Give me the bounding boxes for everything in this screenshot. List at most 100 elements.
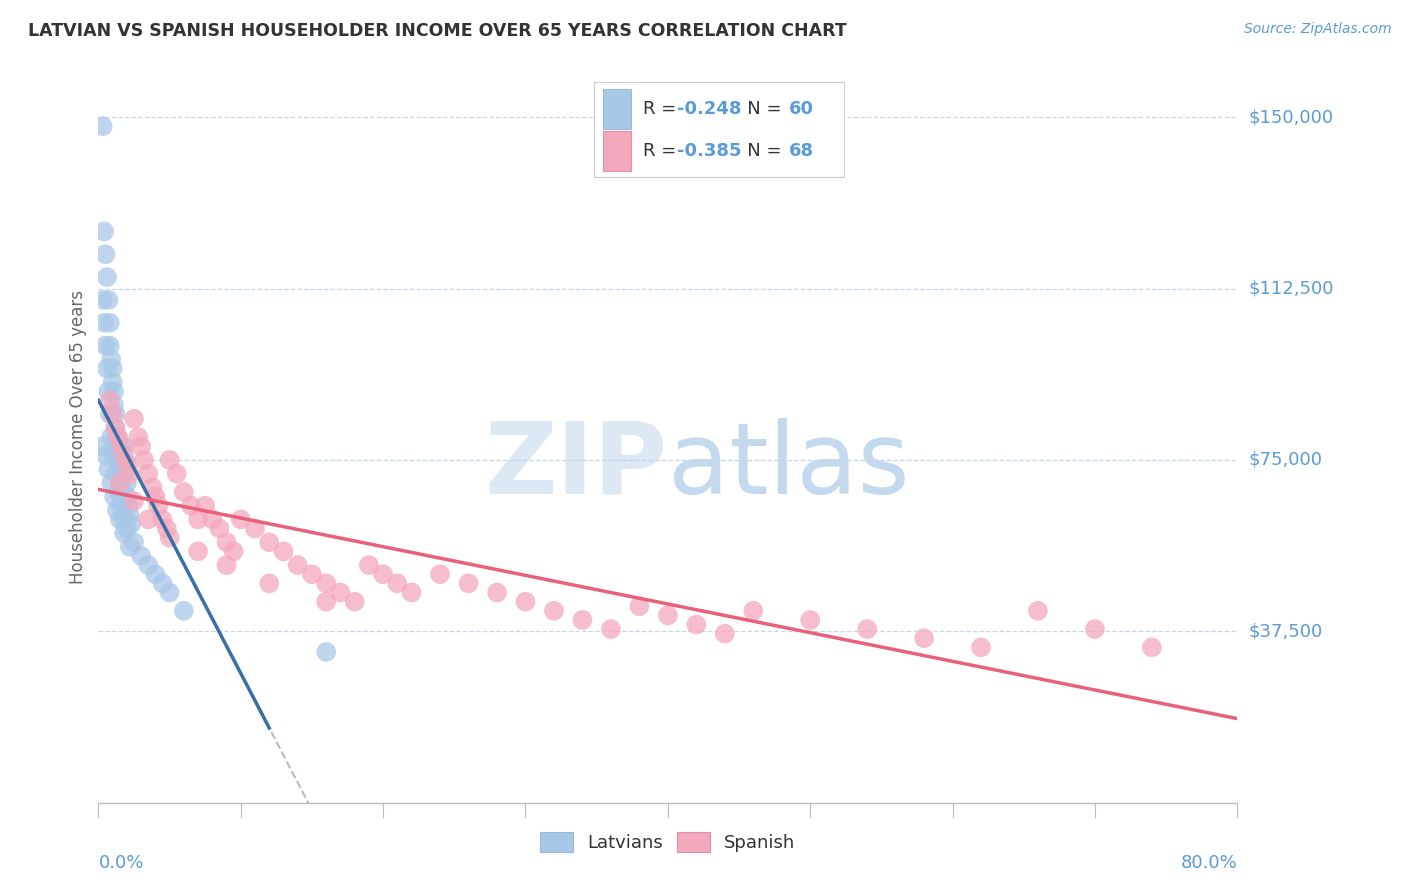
Point xyxy=(110,484,132,499)
Point xyxy=(159,531,181,545)
Point xyxy=(173,604,195,618)
Point xyxy=(110,499,132,513)
Point xyxy=(136,512,159,526)
Point xyxy=(657,608,679,623)
Text: R =: R = xyxy=(643,100,682,118)
Point xyxy=(97,462,120,476)
Point xyxy=(543,604,565,618)
Point xyxy=(112,448,135,462)
Point xyxy=(132,453,155,467)
Point xyxy=(1084,622,1107,636)
FancyBboxPatch shape xyxy=(593,82,845,178)
Point xyxy=(357,558,380,573)
Point xyxy=(105,430,128,444)
Point xyxy=(387,576,409,591)
Text: 0.0%: 0.0% xyxy=(98,854,143,872)
Text: LATVIAN VS SPANISH HOUSEHOLDER INCOME OVER 65 YEARS CORRELATION CHART: LATVIAN VS SPANISH HOUSEHOLDER INCOME OV… xyxy=(28,22,846,40)
Point xyxy=(91,439,114,453)
Point xyxy=(127,430,149,444)
Point xyxy=(115,490,138,504)
Point xyxy=(159,585,181,599)
Point xyxy=(104,421,127,435)
Point xyxy=(108,458,131,472)
Point xyxy=(101,361,124,376)
Point xyxy=(159,453,181,467)
Point xyxy=(118,467,141,481)
Point xyxy=(215,558,238,573)
Point xyxy=(122,411,145,425)
Point xyxy=(145,490,167,504)
Point xyxy=(259,535,281,549)
Point xyxy=(401,585,423,599)
Point xyxy=(301,567,323,582)
Point xyxy=(100,475,122,490)
Point xyxy=(122,535,145,549)
Text: 60: 60 xyxy=(789,100,814,118)
Point xyxy=(107,430,129,444)
Point xyxy=(194,499,217,513)
Point xyxy=(208,521,231,535)
Point xyxy=(97,293,120,307)
Text: -0.248: -0.248 xyxy=(676,100,741,118)
Point xyxy=(105,439,128,453)
Point xyxy=(112,439,135,453)
Text: $37,500: $37,500 xyxy=(1249,623,1323,640)
Y-axis label: Householder Income Over 65 years: Householder Income Over 65 years xyxy=(69,290,87,584)
Point xyxy=(457,576,479,591)
Point xyxy=(856,622,879,636)
Point xyxy=(600,622,623,636)
Point xyxy=(799,613,821,627)
Point xyxy=(315,576,337,591)
Point xyxy=(129,549,152,563)
Point xyxy=(105,503,128,517)
Point xyxy=(145,567,167,582)
Point xyxy=(243,521,266,535)
Point xyxy=(187,512,209,526)
Point xyxy=(329,585,352,599)
Point xyxy=(117,499,139,513)
Point xyxy=(122,494,145,508)
Point xyxy=(912,632,935,646)
Point xyxy=(115,521,138,535)
Point xyxy=(136,467,159,481)
Text: 68: 68 xyxy=(789,142,814,160)
Point xyxy=(103,384,125,399)
Point xyxy=(1140,640,1163,655)
Point xyxy=(118,540,141,554)
Point xyxy=(1026,604,1049,618)
Point xyxy=(187,544,209,558)
Point xyxy=(152,576,174,591)
Point xyxy=(343,594,366,608)
Point xyxy=(166,467,188,481)
Point xyxy=(98,407,121,421)
Point xyxy=(98,338,121,352)
Point xyxy=(118,508,141,522)
Point xyxy=(112,453,135,467)
Point xyxy=(94,448,117,462)
Text: N =: N = xyxy=(731,100,787,118)
Text: atlas: atlas xyxy=(668,417,910,515)
Point xyxy=(97,384,120,399)
Text: N =: N = xyxy=(731,142,787,160)
Legend: Latvians, Spanish: Latvians, Spanish xyxy=(533,824,803,860)
Point xyxy=(94,247,117,261)
Point xyxy=(100,430,122,444)
Point xyxy=(91,119,114,133)
Point xyxy=(173,484,195,499)
Point xyxy=(515,594,537,608)
Point xyxy=(108,512,131,526)
Point xyxy=(136,558,159,573)
Point xyxy=(315,645,337,659)
Text: $75,000: $75,000 xyxy=(1249,451,1323,469)
Point xyxy=(101,375,124,389)
FancyBboxPatch shape xyxy=(603,89,631,129)
Point xyxy=(108,467,131,481)
Point xyxy=(141,480,163,494)
Point xyxy=(94,338,117,352)
Point xyxy=(180,499,202,513)
Point xyxy=(96,270,118,285)
Point xyxy=(156,521,179,535)
Text: 80.0%: 80.0% xyxy=(1181,854,1237,872)
Point xyxy=(120,516,142,531)
Point xyxy=(115,475,138,490)
